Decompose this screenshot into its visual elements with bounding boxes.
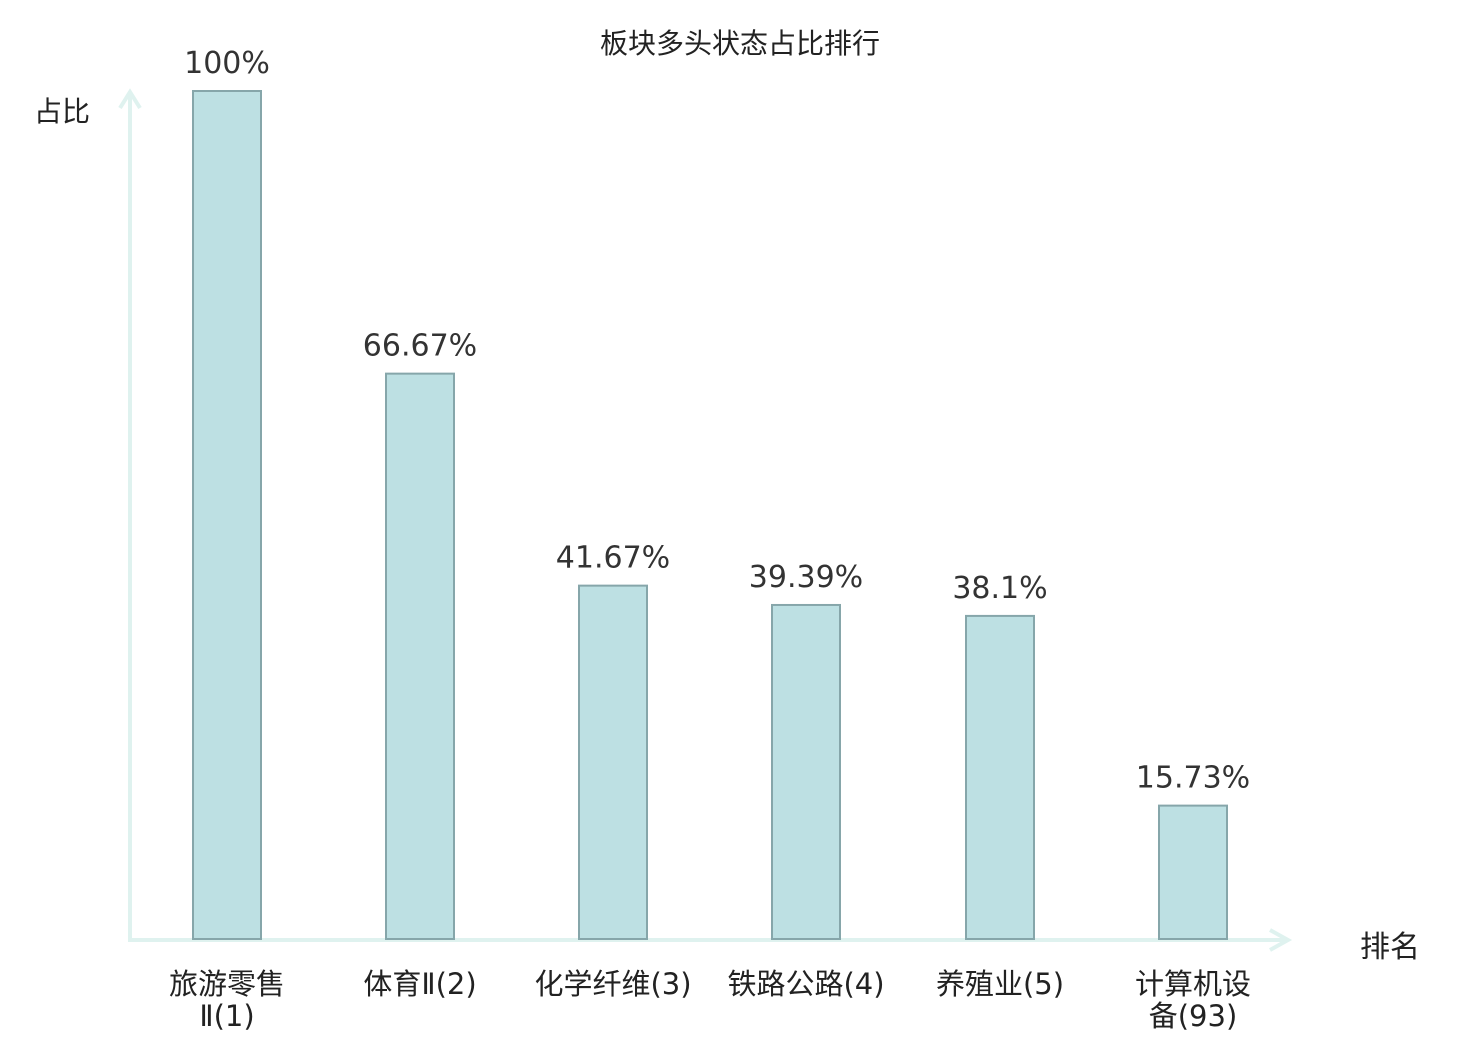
chart-title: 板块多头状态占比排行 [599, 27, 880, 60]
data-label: 100% [184, 46, 270, 81]
bars [192, 90, 1228, 941]
x-axis-arrow-icon [1269, 928, 1293, 952]
bar [771, 603, 841, 940]
bar [1158, 804, 1228, 941]
data-label: 66.67% [363, 329, 477, 364]
category-label: 备(93) [1149, 999, 1238, 1033]
bar [385, 372, 455, 940]
category-label: 计算机设 [1135, 967, 1251, 1001]
data-label: 15.73% [1136, 761, 1250, 796]
data-label: 39.39% [749, 560, 863, 595]
bar [965, 614, 1035, 940]
category-label: 养殖业(5) [936, 967, 1064, 1001]
y-axis-label: 占比 [34, 95, 91, 128]
category-label: 铁路公路(4) [727, 967, 884, 1001]
category-label: Ⅱ(1) [199, 999, 254, 1033]
x-axis-label: 排名 [1360, 930, 1420, 965]
data-label: 38.1% [952, 571, 1047, 606]
category-label: 体育Ⅱ(2) [363, 967, 476, 1001]
category-label: 旅游零售 [169, 967, 285, 1001]
bar [192, 90, 262, 940]
y-axis-arrow-icon [118, 88, 142, 110]
bar [578, 584, 648, 941]
value-labels: 100% 66.67% 41.67% 39.39% 38.1% 15.73% [184, 46, 1250, 796]
data-label: 41.67% [556, 541, 670, 576]
category-label: 化学纤维(3) [534, 967, 691, 1001]
axes [118, 88, 1293, 952]
